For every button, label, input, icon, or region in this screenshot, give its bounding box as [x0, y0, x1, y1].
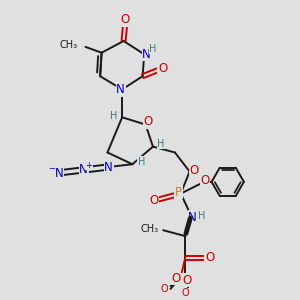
Text: CH₃: CH₃	[60, 40, 78, 50]
Text: N: N	[104, 160, 113, 174]
Text: H: H	[110, 111, 118, 121]
Text: O: O	[171, 272, 180, 284]
Text: H: H	[158, 139, 165, 149]
Text: O: O	[200, 174, 209, 187]
Text: N: N	[116, 83, 125, 97]
Text: H: H	[137, 157, 145, 167]
Text: −: −	[48, 164, 55, 173]
Text: H: H	[149, 44, 157, 54]
Text: O: O	[143, 115, 153, 128]
Text: O: O	[161, 284, 169, 294]
Text: N: N	[79, 163, 88, 176]
Text: P: P	[175, 186, 182, 199]
Text: O: O	[149, 194, 158, 207]
Text: O: O	[120, 13, 130, 26]
Text: N: N	[142, 48, 151, 61]
Text: O: O	[189, 164, 199, 177]
Text: O: O	[158, 62, 167, 75]
Text: N: N	[188, 211, 197, 224]
Text: O: O	[182, 288, 189, 298]
Text: O: O	[182, 274, 191, 286]
Text: O: O	[205, 251, 214, 264]
Text: N: N	[54, 167, 63, 179]
Text: +: +	[85, 161, 92, 170]
Text: CH₃: CH₃	[141, 224, 159, 234]
Text: H: H	[198, 211, 205, 221]
